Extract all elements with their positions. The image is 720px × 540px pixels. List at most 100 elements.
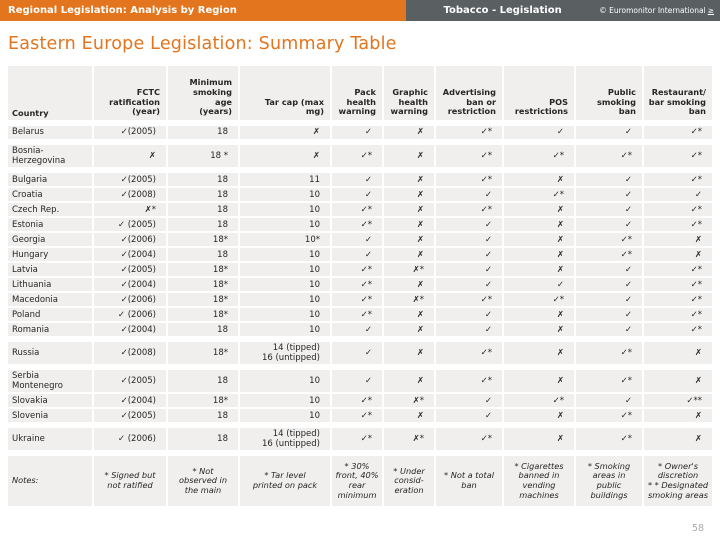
section-title: Tobacco - Legislation — [443, 5, 562, 16]
table-cell: ✓(2008) — [94, 188, 166, 202]
table-row: Lithuania ✓(2004) 18* 10 ✓* ✗ ✓ ✓ ✓ ✓* — [8, 278, 712, 292]
column-header: Graphic health warning — [384, 66, 434, 120]
table-cell: ✓(2008) — [94, 342, 166, 365]
table-cell: ✗ — [504, 203, 574, 217]
note-cell: * Signed but not ratified — [94, 456, 166, 507]
table-cell: ✓* — [332, 308, 382, 322]
table-cell: ✗ — [504, 263, 574, 277]
table-cell: ✓* — [504, 293, 574, 307]
table-cell: ✓ — [332, 233, 382, 247]
table-cell: ✓* — [436, 342, 502, 365]
table-cell: ✓(2004) — [94, 394, 166, 408]
table-cell: ✓ — [576, 293, 642, 307]
table-cell: ✗ — [384, 126, 434, 139]
table-cell: ✓* — [436, 203, 502, 217]
table-cell: ✓* — [332, 293, 382, 307]
table-cell: ✓ — [332, 370, 382, 393]
table-cell: ✓* — [332, 409, 382, 423]
table-cell: ✓ — [504, 126, 574, 139]
table-cell: ✓* — [644, 278, 712, 292]
table-cell: ✗* — [384, 263, 434, 277]
table-cell: ✓* — [436, 293, 502, 307]
table-cell: ✗ — [504, 428, 574, 451]
table-cell: ✓ — [576, 203, 642, 217]
table-row: Slovakia ✓(2004) 18* 10 ✓* ✗* ✓ ✓* ✓ ✓** — [8, 394, 712, 408]
table-cell: 18* — [168, 278, 238, 292]
table-cell: ✓(2005) — [94, 263, 166, 277]
table-cell: ✗ — [384, 278, 434, 292]
country-cell: Hungary — [8, 248, 92, 262]
table-cell: 18 — [168, 248, 238, 262]
table-cell: ✓ — [576, 218, 642, 232]
brand-name: © Euromonitor International — [599, 6, 706, 15]
table-cell: ✗ — [384, 203, 434, 217]
table-cell: ✗ — [384, 370, 434, 393]
table-row: Romania ✓(2004) 18 10 ✓ ✗ ✓ ✗ ✓ ✓* — [8, 323, 712, 337]
table-cell: ✓ — [436, 188, 502, 202]
table-cell: 10 — [240, 188, 330, 202]
country-cell: Latvia — [8, 263, 92, 277]
table-cell: ✓* — [644, 263, 712, 277]
table-cell: ✓(2005) — [94, 173, 166, 187]
table-cell: ✓ — [504, 278, 574, 292]
table-cell: ✓* — [332, 145, 382, 168]
table-cell: ✓* — [332, 428, 382, 451]
table-cell: ✓ — [436, 394, 502, 408]
table-cell: ✗ — [504, 409, 574, 423]
table-cell: 18 — [168, 126, 238, 139]
table-cell: 18 — [168, 409, 238, 423]
page-title: Eastern Europe Legislation: Summary Tabl… — [8, 34, 397, 54]
table-cell: ✗ — [504, 218, 574, 232]
note-cell: * Owner's discretion * * Designated smok… — [644, 456, 712, 507]
table-row: Russia ✓(2008) 18* 14 (tipped) 16 (untipped… — [8, 342, 712, 365]
table-row: Georgia ✓(2006) 18* 10* ✓ ✗ ✓ ✗ ✓* ✗ — [8, 233, 712, 247]
table-cell: ✓(2004) — [94, 323, 166, 337]
column-header: Restaurant/ bar smoking ban — [644, 66, 712, 120]
table-cell: ✓* — [576, 370, 642, 393]
table-cell: ✓(2004) — [94, 248, 166, 262]
table-cell: ✓ — [332, 188, 382, 202]
table-cell: ✓ — [576, 126, 642, 139]
country-cell: Macedonia — [8, 293, 92, 307]
table-cell: ✗ — [384, 188, 434, 202]
table-cell: ✓* — [436, 173, 502, 187]
table-cell: ✓* — [576, 342, 642, 365]
table-cell: ✗ — [384, 233, 434, 247]
summary-table: Country FCTC ratification (year) Minimum s… — [8, 66, 712, 507]
table-cell: 10 — [240, 409, 330, 423]
table-cell: ✓* — [504, 188, 574, 202]
table-cell: ✓ — [332, 248, 382, 262]
country-cell: Estonia — [8, 218, 92, 232]
table-cell: ✓ — [436, 248, 502, 262]
note-cell: * Smoking areas in public buildings — [576, 456, 642, 507]
table-cell: ✓ (2006) — [94, 308, 166, 322]
table-cell: ✗ — [644, 370, 712, 393]
table-cell: ✗ — [644, 342, 712, 365]
table-cell: 18 — [168, 428, 238, 451]
table-cell: ✓* — [576, 409, 642, 423]
table-cell: ✗* — [94, 203, 166, 217]
table-cell: ✓ — [576, 323, 642, 337]
table-cell: ✗ — [504, 370, 574, 393]
table-cell: ✓* — [332, 394, 382, 408]
table-cell: 14 (tipped) 16 (untipped) — [240, 428, 330, 451]
country-cell: Romania — [8, 323, 92, 337]
table-row: Bulgaria ✓(2005) 18 11 ✓ ✗ ✓* ✗ ✓ ✓* — [8, 173, 712, 187]
table-cell: 11 — [240, 173, 330, 187]
table-cell: ✓ — [576, 278, 642, 292]
table-cell: ✓ — [436, 263, 502, 277]
table-cell: 18 — [168, 370, 238, 393]
table-cell: ✗ — [384, 323, 434, 337]
table-cell: ✗ — [504, 342, 574, 365]
table-cell: 18* — [168, 293, 238, 307]
table-cell: ✓* — [332, 203, 382, 217]
table-cell: ✓(2004) — [94, 278, 166, 292]
table-cell: ✓(2005) — [94, 126, 166, 139]
table-cell: ✗ — [644, 233, 712, 247]
country-cell: Bulgaria — [8, 173, 92, 187]
table-cell: ✗* — [384, 394, 434, 408]
brand-link[interactable]: ≥ — [707, 6, 714, 15]
table-cell: 10 — [240, 278, 330, 292]
table-cell: 18* — [168, 394, 238, 408]
table-cell: ✗ — [644, 428, 712, 451]
